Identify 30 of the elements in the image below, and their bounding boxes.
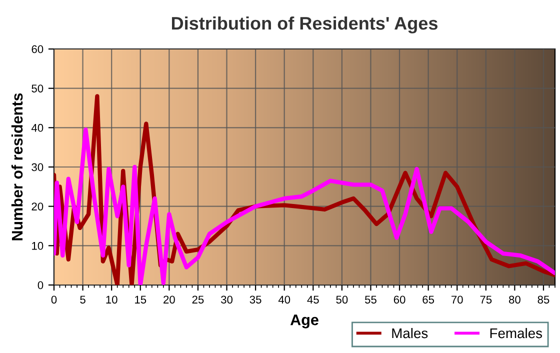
- y-tick-label: 0: [38, 281, 44, 290]
- x-tick-label: 20: [164, 296, 175, 304]
- x-tick-label: 30: [221, 296, 233, 304]
- y-tick-label: 60: [32, 45, 44, 54]
- x-tick-label: 0: [51, 296, 57, 304]
- x-axis-title: Age: [290, 314, 318, 328]
- y-tick-label: 30: [32, 163, 44, 172]
- x-tick-label: 60: [394, 296, 406, 304]
- y-tick-label: 50: [32, 84, 44, 92]
- x-tick-label: 70: [451, 296, 463, 304]
- x-tick-label: 75: [480, 296, 492, 304]
- y-axis-title: Number of residents: [11, 93, 23, 240]
- x-tick-label: 65: [422, 296, 434, 304]
- x-tick-label: 45: [307, 296, 319, 304]
- legend-label: Males: [392, 328, 428, 338]
- legend-label: Females: [490, 328, 542, 338]
- x-tick-label: 40: [278, 296, 290, 304]
- x-tick-label: 80: [508, 296, 520, 304]
- x-tick-label: 5: [80, 296, 86, 304]
- x-tick-label: 85: [538, 296, 550, 304]
- x-tick-label: 25: [192, 296, 204, 304]
- x-tick-label: 50: [336, 296, 348, 304]
- x-tick-label: 10: [106, 296, 118, 304]
- x-tick-label: 15: [135, 296, 146, 304]
- y-tick-label: 10: [32, 242, 44, 250]
- x-tick-label: 55: [364, 296, 376, 304]
- chart-title: Distribution of Residents' Ages: [172, 16, 438, 34]
- x-tick-label: 35: [250, 296, 262, 304]
- y-tick-label: 20: [32, 202, 44, 210]
- y-tick-label: 40: [31, 124, 44, 132]
